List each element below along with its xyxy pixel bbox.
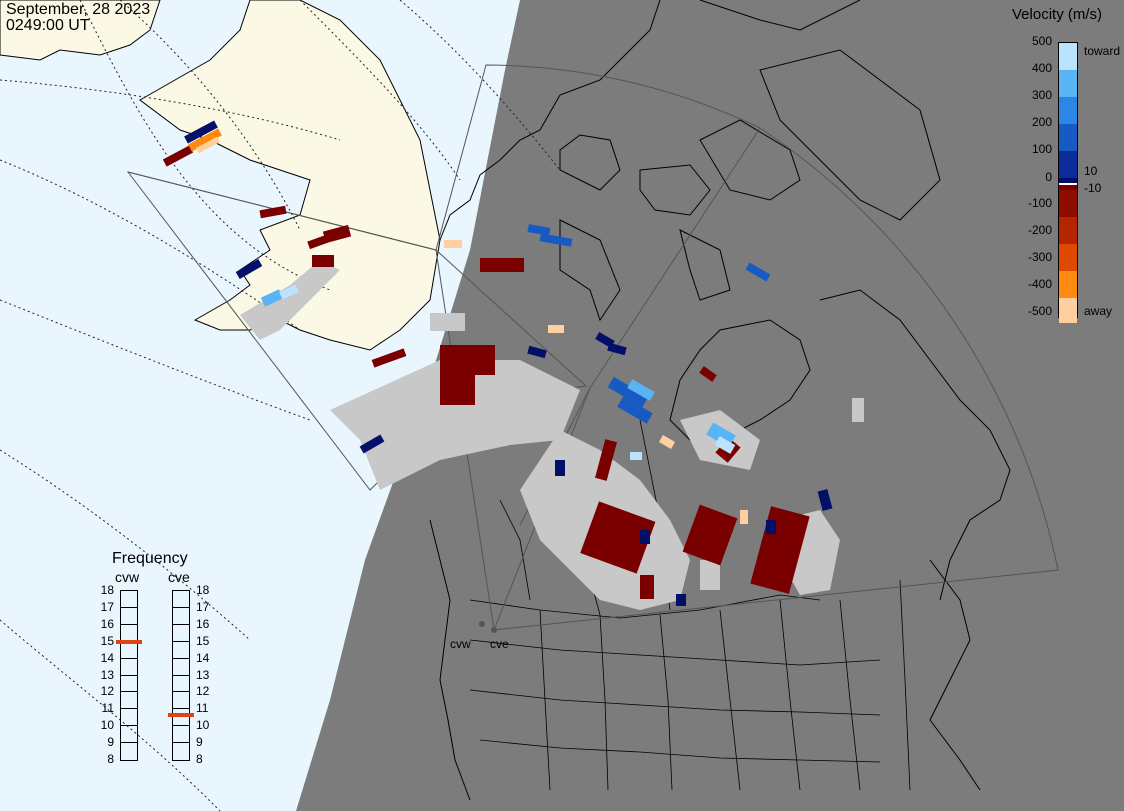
velocity-tick-label: 100 [1031, 142, 1052, 156]
velocity-tick-label: -300 [1027, 250, 1052, 264]
velocity-bar-segment [1059, 151, 1077, 178]
frequency-scale-label: 8 [196, 752, 203, 766]
frequency-scale-tick [120, 691, 137, 693]
frequency-scale-tick [120, 623, 137, 625]
frequency-scale-tick [120, 742, 137, 744]
frequency-scale-box [172, 590, 190, 761]
frequency-scale-tick [172, 623, 189, 625]
frequency-scale-label: 8 [107, 752, 114, 766]
frequency-scale-tick [172, 606, 189, 608]
frequency-scale-label: 10 [196, 718, 210, 733]
frequency-scale-tick [120, 708, 137, 710]
map-date: September, 28 2023 [6, 1, 151, 18]
frequency-marker-cvw [116, 640, 142, 645]
frequency-marker-cve [168, 713, 194, 718]
velocity-color-bar [1058, 42, 1078, 323]
radar-site-markers: cvw cve [450, 621, 509, 651]
velocity-bar-segment [1059, 244, 1077, 271]
radar-site-label-cve: cve [490, 637, 509, 651]
coastlines [429, 0, 1011, 801]
velocity-bar-segment [1059, 298, 1077, 323]
velocity-cells [162, 120, 833, 606]
velocity-away-label: away [1084, 304, 1113, 318]
frequency-scale-tick [172, 657, 189, 659]
velocity-tick-label: -100 [1027, 196, 1052, 210]
frequency-scale-label: 13 [100, 667, 114, 682]
velocity-tick-label: -10 [1084, 181, 1102, 195]
frequency-scale-label: 16 [100, 616, 114, 631]
radar-site-cve [491, 627, 497, 633]
velocity-tick-label: 200 [1031, 115, 1052, 129]
velocity-bar-segment [1059, 185, 1077, 190]
velocity-bar-segment [1059, 70, 1077, 97]
frequency-scale-box [120, 590, 138, 761]
frequency-scale-tick [172, 742, 189, 744]
frequency-scale-label: 15 [100, 633, 114, 648]
velocity-bar-segment [1059, 178, 1077, 183]
frequency-scale-tick [172, 640, 189, 642]
velocity-tick-label: 400 [1031, 61, 1052, 75]
frequency-scale-tick [172, 674, 189, 676]
velocity-tick-label: 300 [1031, 88, 1052, 102]
frequency-scale-tick [172, 708, 189, 710]
frequency-scale-tick [172, 725, 189, 727]
frequency-radar-label-cvw: cvw [115, 569, 140, 585]
frequency-scale-label: 18 [100, 583, 114, 597]
velocity-legend-title: Velocity (m/s) [1012, 6, 1103, 23]
frequency-scale-tick [120, 657, 137, 659]
velocity-tick-label: 500 [1031, 34, 1052, 48]
siberia-landmass [0, 0, 161, 61]
frequency-scale-label: 9 [196, 735, 203, 750]
velocity-bar-segment [1059, 217, 1077, 244]
frequency-scale-label: 14 [196, 650, 210, 665]
frequency-scale-label: 13 [196, 667, 210, 682]
map-time: 0249:00 UT [6, 17, 90, 34]
velocity-tick-label: -500 [1027, 304, 1052, 318]
frequency-scale-label: 9 [107, 735, 114, 750]
frequency-scale-label: 18 [196, 583, 210, 597]
velocity-bar-segment [1059, 190, 1077, 217]
velocity-bar-segment [1059, 43, 1077, 70]
velocity-bar-segment [1059, 183, 1077, 185]
velocity-tick-label: -400 [1027, 277, 1052, 291]
frequency-scale-label: 14 [100, 650, 114, 665]
radar-site-label-cvw: cvw [450, 637, 471, 651]
frequency-scale-label: 17 [100, 599, 114, 614]
frequency-scale-label: 11 [101, 701, 114, 716]
frequency-scale-label: 11 [196, 701, 209, 716]
frequency-radar-label-cve: cve [168, 569, 190, 585]
map-grid [0, 0, 561, 811]
radar-site-cvw [479, 621, 485, 627]
velocity-bar-segment [1059, 271, 1077, 298]
frequency-scale-label: 15 [196, 633, 210, 648]
frequency-scale-label: 16 [196, 616, 210, 631]
frequency-scale-label: 10 [100, 718, 114, 733]
frequency-scale-tick [120, 725, 137, 727]
frequency-scale-label: 17 [196, 599, 210, 614]
velocity-tick-label: 10 [1084, 164, 1098, 178]
frequency-scale-tick [120, 674, 137, 676]
frequency-scale-tick [120, 606, 137, 608]
velocity-tick-label: -200 [1027, 223, 1052, 237]
velocity-tick-label: 0 [1045, 170, 1052, 184]
frequency-scale-tick [172, 691, 189, 693]
frequency-legend-title: Frequency [112, 550, 188, 567]
velocity-bar-segment [1059, 97, 1077, 124]
velocity-bar-segment [1059, 124, 1077, 151]
political-borders [469, 419, 911, 791]
frequency-scale-label: 12 [196, 684, 210, 699]
velocity-toward-label: toward [1084, 44, 1121, 58]
frequency-scale-label: 12 [100, 684, 114, 699]
